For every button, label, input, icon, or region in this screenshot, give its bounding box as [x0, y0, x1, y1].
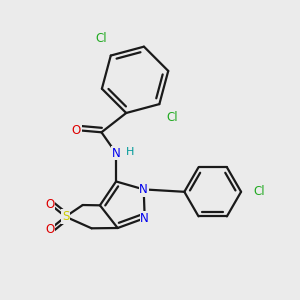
Text: N: N	[112, 147, 120, 160]
Text: N: N	[139, 183, 148, 196]
Text: S: S	[62, 210, 69, 223]
Text: Cl: Cl	[96, 32, 107, 45]
Text: O: O	[71, 124, 81, 137]
Text: N: N	[140, 212, 149, 225]
Text: H: H	[126, 147, 135, 157]
Text: O: O	[45, 223, 55, 236]
Text: O: O	[45, 198, 55, 211]
Text: Cl: Cl	[254, 185, 266, 198]
Text: Cl: Cl	[167, 111, 178, 124]
